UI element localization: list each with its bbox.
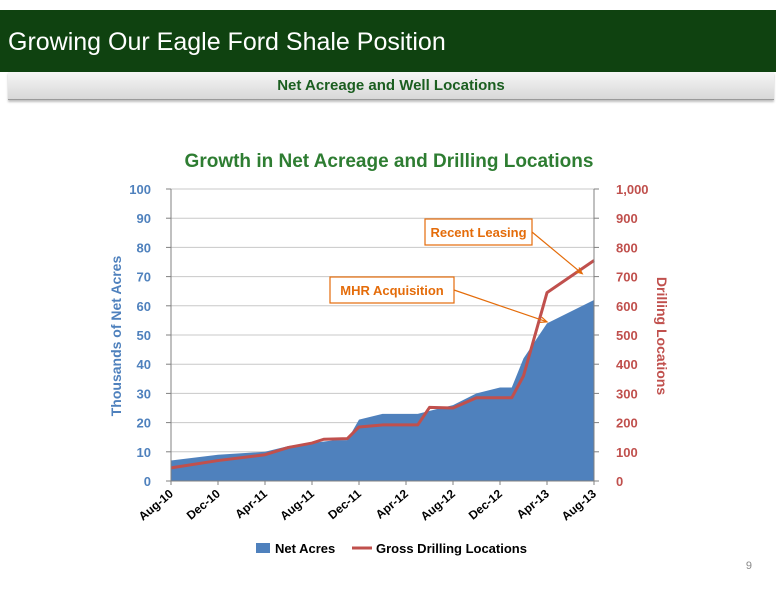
left-tick-label: 100 bbox=[129, 182, 151, 197]
right-tick-label: 0 bbox=[616, 474, 623, 489]
net-acres-layer bbox=[171, 299, 594, 481]
right-tick-label: 400 bbox=[616, 357, 638, 372]
x-tick-label: Aug-11 bbox=[277, 486, 317, 523]
left-axis-title: Thousands of Net Acres bbox=[108, 256, 124, 417]
x-axis-labels: Aug-10 Dec-10 Apr-11 Aug-11 Dec-11 Apr-12 Aug-… bbox=[136, 486, 599, 523]
annotation-arrow-line bbox=[453, 289, 548, 323]
right-tick-label: 100 bbox=[616, 445, 638, 460]
legend-label-drilling-locations: Gross Drilling Locations bbox=[376, 541, 527, 556]
annotation-arrowhead bbox=[575, 267, 584, 275]
axes bbox=[166, 188, 599, 485]
drilling-locations-layer bbox=[170, 259, 595, 470]
title-bar bbox=[0, 10, 776, 72]
x-tick-label: Dec-11 bbox=[325, 486, 364, 522]
annotation-label: Recent Leasing bbox=[430, 225, 526, 240]
annotation-arrowhead bbox=[539, 316, 549, 323]
x-tick-label: Aug-12 bbox=[418, 486, 458, 523]
left-tick-label: 80 bbox=[137, 240, 151, 255]
left-tick-label: 10 bbox=[137, 445, 151, 460]
x-tick-label: Dec-12 bbox=[466, 486, 505, 522]
right-tick-label: 200 bbox=[616, 416, 638, 431]
left-tick-label: 60 bbox=[137, 299, 151, 314]
x-tick-label: Aug-10 bbox=[136, 486, 176, 523]
left-tick-label: 0 bbox=[144, 474, 151, 489]
subtitle-bar: Net Acreage and Well Locations bbox=[8, 72, 774, 100]
left-tick-label: 20 bbox=[137, 416, 151, 431]
left-tick-label: 90 bbox=[137, 211, 151, 226]
left-tick-label: 40 bbox=[137, 357, 151, 372]
right-axis-labels: 0 100 200 300 400 500 600 700 800 900 1,000 bbox=[616, 182, 649, 489]
drilling-locations-line bbox=[170, 259, 595, 470]
net-acres-area bbox=[171, 299, 594, 481]
legend-label-net-acres: Net Acres bbox=[275, 541, 335, 556]
right-tick-label: 700 bbox=[616, 270, 638, 285]
right-tick-label: 600 bbox=[616, 299, 638, 314]
chart-title: Growth in Net Acreage and Drilling Locat… bbox=[185, 151, 594, 172]
right-tick-label: 500 bbox=[616, 328, 638, 343]
left-axis-labels: 0 10 20 30 40 50 60 70 80 90 100 bbox=[129, 182, 151, 489]
left-tick-label: 70 bbox=[137, 270, 151, 285]
x-tick-label: Aug-13 bbox=[559, 486, 599, 523]
slide-title: Growing Our Eagle Ford Shale Position bbox=[8, 28, 446, 56]
annotation-arrow-line bbox=[531, 231, 583, 275]
x-tick-label: Dec-10 bbox=[184, 486, 223, 522]
right-tick-label: 800 bbox=[616, 240, 638, 255]
right-tick-label: 300 bbox=[616, 386, 638, 401]
right-tick-label: 900 bbox=[616, 211, 638, 226]
slide-subtitle: Net Acreage and Well Locations bbox=[277, 77, 505, 94]
right-axis-title: Drilling Locations bbox=[654, 277, 670, 395]
legend: Net Acres Gross Drilling Locations bbox=[256, 541, 527, 556]
x-tick-label: Apr-12 bbox=[373, 486, 411, 521]
annotations: Recent Leasing MHR Acquisition bbox=[329, 218, 584, 323]
annotation-box bbox=[424, 218, 533, 246]
legend-swatch-net-acres bbox=[256, 543, 270, 553]
page-number: 9 bbox=[745, 560, 752, 572]
right-tick-label: 1,000 bbox=[616, 182, 649, 197]
x-tick-label: Apr-13 bbox=[514, 486, 552, 521]
left-tick-label: 30 bbox=[137, 386, 151, 401]
x-tick-label: Apr-11 bbox=[232, 486, 270, 521]
left-tick-label: 50 bbox=[137, 328, 151, 343]
annotation-box bbox=[329, 276, 455, 304]
annotation-label: MHR Acquisition bbox=[340, 283, 444, 298]
